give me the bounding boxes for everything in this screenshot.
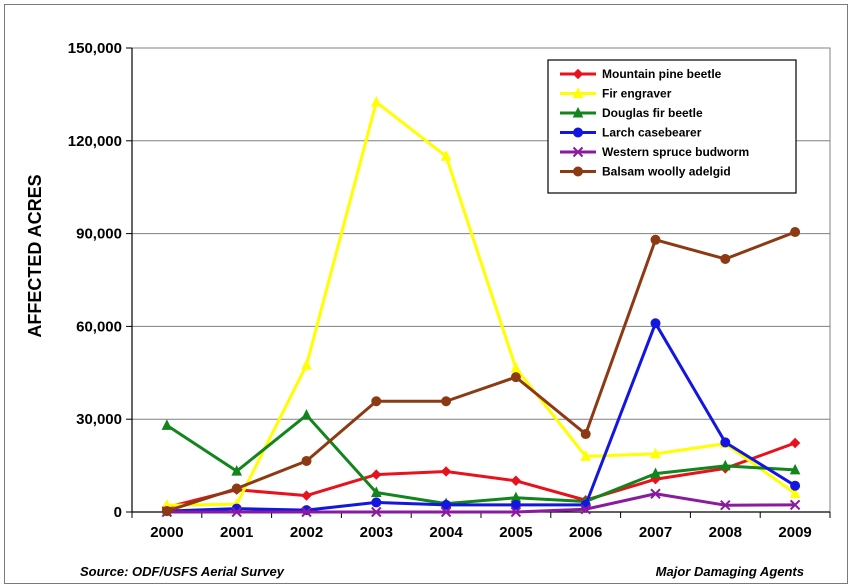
data-point [580,450,592,461]
data-point [510,506,522,518]
data-point [650,318,661,329]
data-point [650,488,661,499]
data-point [371,506,382,518]
data-point [650,447,661,459]
data-point [371,497,382,508]
legend-label: Larch casebearer [602,126,702,140]
legend-item: Larch casebearer [560,126,702,140]
legend-item: Fir engraver [560,87,672,101]
series-layer [161,96,801,518]
data-point [510,475,522,486]
y-tick-label: 90,000 [76,226,122,243]
x-tick-label: 2001 [220,524,253,541]
data-point [790,480,801,491]
data-point [301,358,312,370]
data-point [720,437,731,448]
x-tick-label: 2006 [569,524,602,541]
data-point [231,506,242,518]
legend-marker [572,87,584,98]
x-tick-label: 2000 [150,524,183,541]
data-point [441,396,452,407]
series-line [166,492,796,514]
data-point [231,483,242,494]
legend-item: Mountain pine beetle [560,67,722,81]
y-tick-label: 30,000 [76,411,122,428]
data-point [789,487,801,498]
y-axis-label: AFFECTED ACRES [25,174,45,337]
data-point [301,506,312,518]
legend-marker [572,146,584,158]
y-axis: 0 30,000 60,000 90,000 120,000 150,000 [68,40,132,521]
data-point [719,459,731,471]
data-point [301,409,312,420]
series-line [166,321,796,513]
source-note: Source: ODF/USFS Aerial Survey [80,564,285,579]
data-point [370,486,382,498]
agents-note: Major Damaging Agents [656,564,804,579]
legend-marker [573,127,583,138]
data-point [650,234,661,245]
legend-label: Douglas fir beetle [602,106,703,120]
data-point [440,506,452,518]
data-point [440,150,452,161]
data-point [370,96,382,107]
legend-item: Western spruce budworm [560,145,749,159]
y-tick-label: 150,000 [68,40,122,57]
series-3 [161,318,801,517]
x-tick-label: 2008 [709,524,742,541]
series-line [166,100,796,507]
data-point [720,253,731,264]
y-tick-label: 0 [114,504,122,521]
legend-marker [572,68,584,80]
data-point [650,467,661,479]
data-point [301,490,312,501]
x-tick-label: 2007 [639,524,672,541]
legend-label: Balsam woolly adelgid [602,165,731,179]
data-point [789,437,801,449]
data-point [510,362,522,373]
data-point [580,429,591,440]
x-tick-label: 2003 [360,524,393,541]
legend-marker [573,166,583,177]
data-point [789,499,801,511]
data-point [790,227,801,238]
data-point [510,372,521,383]
legend: Mountain pine beetle Fir engraver Douglas … [547,59,797,194]
data-point [161,419,173,430]
y-tick-label: 120,000 [68,133,122,150]
data-point [371,469,382,480]
data-point [371,396,382,407]
legend-item: Balsam woolly adelgid [560,165,731,179]
data-point [161,506,172,517]
x-tick-label: 2005 [499,524,532,541]
data-point [301,455,312,466]
legend-label: Western spruce budworm [602,145,749,159]
y-tick-label: 60,000 [76,318,122,335]
data-point [510,499,521,510]
series-5 [161,227,801,517]
data-point [720,499,731,511]
legend-label: Fir engraver [602,87,672,101]
x-tick-label: 2004 [429,524,463,541]
legend-marker [572,106,584,118]
data-point [789,463,801,475]
series-line [166,413,796,506]
data-point [231,465,243,476]
data-point [580,504,591,515]
legend-item: Douglas fir beetle [560,106,703,120]
x-tick-label: 2009 [778,524,811,541]
x-tick-label: 2002 [290,524,323,541]
series-line [166,441,796,509]
legend-label: Mountain pine beetle [602,67,722,81]
data-point [441,499,452,510]
data-point [440,466,452,477]
series-line [166,230,796,513]
